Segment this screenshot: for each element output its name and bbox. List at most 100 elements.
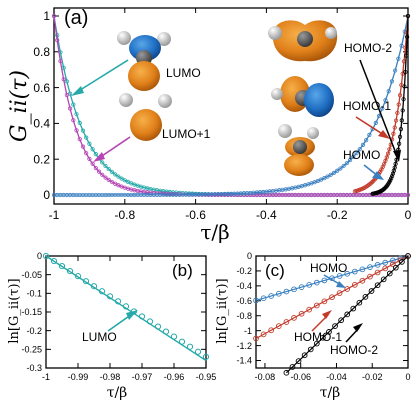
b-data-point [74, 273, 82, 280]
b-x-tick-label: -0.97 [132, 372, 153, 382]
b-x-tick-label: -0.95 [196, 372, 217, 382]
c-data-point [326, 329, 332, 335]
a-data-point [404, 53, 409, 58]
c-data-point [313, 340, 320, 347]
a-data-point [364, 138, 369, 143]
a-data-point [351, 154, 356, 159]
a-data-point [90, 161, 95, 166]
b-data-point [98, 288, 106, 295]
b-data-point [42, 252, 50, 260]
b-data-point [154, 323, 162, 330]
a-data-point [103, 163, 108, 169]
panel-b: -1 -0.99 -0.98 -0.97 -0.96 -0.95 0 -0.05 -0.1 -0.… [7, 251, 216, 401]
a-y-tick-label: 0 [43, 188, 50, 202]
c-arrow-homo [323, 274, 346, 288]
b-data-point [114, 298, 122, 305]
a-data-point [67, 106, 73, 111]
a-data-point [400, 108, 405, 113]
c-data-point [253, 335, 259, 342]
b-data-point [58, 262, 66, 270]
c-data-point [275, 290, 282, 297]
c-data-point [374, 269, 381, 276]
a-series-line [53, 15, 408, 196]
c-data-point [253, 297, 259, 304]
a-data-point [389, 176, 394, 181]
c-data-point [389, 261, 396, 268]
c-data-point [380, 276, 387, 283]
a-y-tick-label: 0.8 [33, 45, 50, 59]
c-data-point [344, 311, 351, 318]
a-y-tick-label: 0.2 [33, 152, 50, 166]
c-fit-line [255, 255, 409, 340]
c-data-point [283, 288, 290, 295]
c-data-point [336, 273, 343, 279]
a-data-point [393, 161, 398, 166]
b-y-tick-label: -0.3 [26, 363, 42, 373]
a-data-point [338, 166, 343, 171]
c-panel-label: (c) [265, 261, 285, 280]
b-data-point [162, 328, 170, 335]
b-data-point [146, 318, 154, 325]
a-label-lumo: LUMO [166, 66, 201, 80]
a-data-point [347, 158, 353, 163]
c-data-point [306, 306, 313, 313]
c-y-tick-label: -0.4 [236, 281, 252, 291]
a-data-point [84, 151, 89, 156]
a-y-axis-label: G_ii(τ) [7, 70, 32, 142]
a-arrow-homo1 [355, 116, 390, 139]
a-data-point [100, 160, 105, 165]
b-x-tick-label: -1 [42, 372, 50, 382]
b-data-point [178, 338, 186, 345]
a-data-point [354, 151, 359, 156]
c-x-tick-label: 0 [405, 372, 410, 382]
c-data-point [389, 257, 396, 264]
c-data-point [344, 270, 351, 277]
c-data-point [351, 268, 358, 275]
a-x-tick-label: -0.4 [256, 208, 277, 222]
c-data-point [374, 262, 381, 268]
a-arrow-homo2 [359, 59, 401, 162]
c-data-point [268, 327, 275, 334]
c-y-tick-label: -0.2 [236, 266, 252, 276]
a-data-point [397, 93, 403, 98]
a-data-point [51, 13, 57, 19]
c-y-tick-label: 0 [247, 251, 252, 261]
c-data-point [289, 364, 296, 370]
c-data-point [295, 358, 302, 364]
a-x-tick-label: -0.8 [114, 208, 135, 222]
a-data-point [398, 127, 404, 132]
a-x-tick-label: 0 [405, 208, 412, 222]
c-x-tick-label: -0.08 [255, 372, 276, 382]
c-data-point [298, 310, 305, 317]
b-label-lumo: LUMO [82, 330, 117, 344]
c-x-tick-label: -0.04 [326, 372, 347, 382]
c-label-homo1: HOMO-1 [294, 330, 342, 344]
c-data-point [260, 331, 267, 338]
c-y-tick-label: -0.8 [236, 311, 252, 321]
b-y-axis-label: ln[G_ii(τ)] [7, 278, 22, 343]
c-data-point [268, 293, 275, 299]
a-data-point [396, 56, 401, 61]
c-data-point [405, 253, 411, 259]
a-panel-label: (a) [64, 7, 88, 29]
water-molecule-orbital-icon [119, 93, 172, 141]
b-data-point [138, 313, 146, 320]
c-frame [255, 255, 409, 369]
a-data-point [385, 151, 391, 156]
a-y-tick-label: 0.6 [33, 81, 50, 95]
a-data-point [113, 181, 118, 186]
b-data-point [202, 353, 210, 360]
c-data-point [367, 264, 373, 270]
c-y-tick-label: -1 [244, 326, 252, 336]
a-data-point [74, 128, 79, 133]
c-data-point [344, 286, 351, 292]
c-data-point [260, 295, 267, 302]
a-data-point [93, 152, 98, 157]
water-molecule-orbital-icon [117, 31, 171, 91]
a-data-point [402, 84, 407, 89]
c-data-point [338, 317, 344, 324]
a-data-point [103, 175, 108, 180]
c-label-homo: HOMO [310, 261, 347, 275]
c-data-point [313, 302, 320, 309]
